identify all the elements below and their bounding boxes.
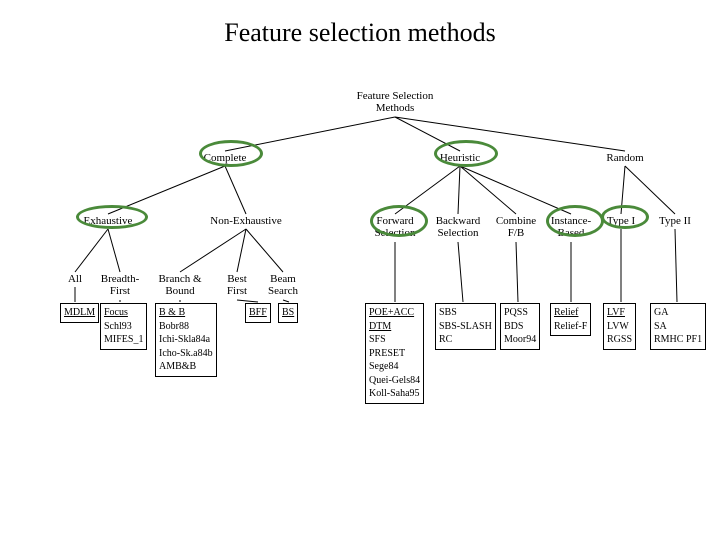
leaf-box: POE+ACCDTMSFSPRESETSege84Quei-Gels84Koll… bbox=[365, 303, 424, 404]
leaf-box: LVFLVWRGSS bbox=[603, 303, 636, 350]
tree-node-heuristic: Heuristic bbox=[390, 152, 530, 164]
leaf-box: BFF bbox=[245, 303, 271, 323]
leaf-box: ReliefRelief-F bbox=[550, 303, 591, 336]
tree-node-root: Feature SelectionMethods bbox=[325, 90, 465, 114]
tree-node-beam: BeamSearch bbox=[213, 273, 353, 297]
page-title: Feature selection methods bbox=[0, 18, 720, 48]
leaf-box: SBSSBS-SLASHRC bbox=[435, 303, 496, 350]
tree-edges bbox=[0, 0, 720, 540]
leaf-box: FocusSchl93MIFES_1 bbox=[100, 303, 147, 350]
leaf-box: B & BBobr88Ichi-Skla84aIcho-Sk.a84bAMB&B bbox=[155, 303, 217, 377]
leaf-box: GASARMHC PF1 bbox=[650, 303, 706, 350]
tree-node-type2: Type II bbox=[605, 215, 720, 227]
tree-node-random: Random bbox=[555, 152, 695, 164]
leaf-box: PQSSBDSMoor94 bbox=[500, 303, 540, 350]
leaf-box: BS bbox=[278, 303, 298, 323]
tree-node-complete: Complete bbox=[155, 152, 295, 164]
tree-node-nonexh: Non-Exhaustive bbox=[176, 215, 316, 227]
leaf-box: MDLM bbox=[60, 303, 99, 323]
tree-node-exhaustive: Exhaustive bbox=[38, 215, 178, 227]
